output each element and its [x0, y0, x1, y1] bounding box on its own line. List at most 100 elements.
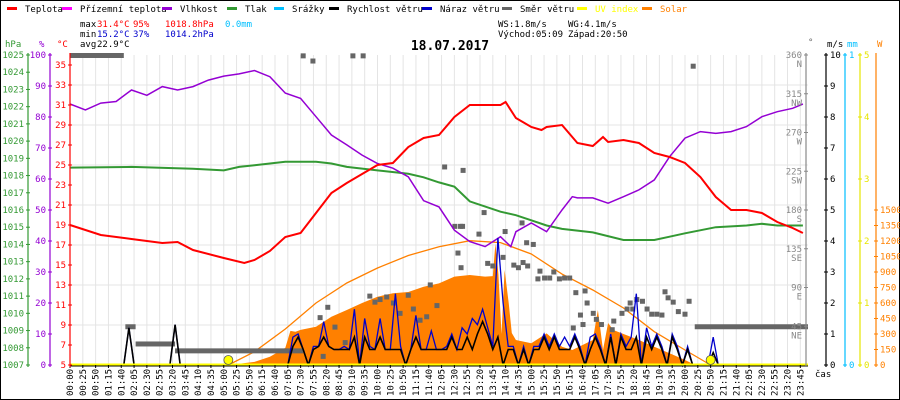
wind-tick-label: 0 [830, 361, 835, 371]
wind-direction-point [530, 241, 536, 247]
pressure-tick-label: 1016 [2, 206, 24, 216]
wind-direction-point [502, 229, 508, 235]
wind-tick-label: 3 [830, 268, 835, 278]
wind-direction-point [609, 327, 615, 333]
solar-tick-label: 450 [880, 315, 896, 325]
stat-max-humidity: 95% [133, 20, 150, 30]
uv-tick-label: 3 [864, 175, 869, 185]
pressure-tick-label: 1011 [2, 292, 24, 302]
stat-rain: 0.0mm [225, 20, 252, 30]
direction-compass-label: S [797, 215, 802, 225]
temperature-tick-label: 25 [55, 161, 66, 171]
x-tick-label: 02:55 [156, 369, 166, 396]
rain-tick-label: 1 [849, 51, 854, 61]
pressure-tick-label: 1021 [2, 120, 24, 130]
wind-direction-point [434, 303, 440, 309]
wind-direction-point [519, 220, 525, 226]
sunrise-marker-icon [223, 355, 234, 365]
direction-tick-label: 45 [791, 322, 802, 332]
wind-direction-point [670, 299, 676, 305]
wind-direction-point [424, 314, 430, 320]
humidity-tick-label: 80 [35, 113, 46, 123]
legend-label: Směr větru [520, 5, 574, 15]
x-tick-label: 01:15 [104, 369, 114, 396]
uv-tick-label: 5 [864, 51, 869, 61]
sunset-marker-icon [705, 355, 716, 365]
wind-tick-label: 8 [830, 113, 835, 123]
wind-direction-point [332, 324, 338, 330]
legend-item: Směr větru [502, 5, 574, 15]
wind-tick-label: 4 [830, 237, 835, 247]
uv-tick-label: 1 [864, 299, 869, 309]
direction-compass-label: W [797, 138, 803, 148]
wind-direction-point [570, 325, 576, 331]
x-tick-label: 18:20 [630, 369, 640, 396]
x-tick-label: 21:40 [732, 369, 742, 396]
wind-direction-point [593, 316, 599, 322]
pressure-tick-label: 1009 [2, 327, 24, 337]
wind-direction-point [350, 53, 356, 59]
wind-direction-point [682, 311, 688, 317]
direction-tick-label: 90 [791, 284, 802, 294]
temperature-tick-label: 7 [61, 341, 66, 351]
pressure-tick-label: 1023 [2, 85, 24, 95]
stat-max-temp: 31.4°C [97, 20, 130, 30]
x-tick-label: 09:10 [348, 369, 358, 396]
plot-area [69, 53, 808, 368]
wind-direction-point [367, 293, 373, 299]
wind-tick-label: 6 [830, 175, 835, 185]
x-tick-label: 11:15 [412, 369, 422, 396]
wind-direction-point [686, 298, 692, 304]
humidity-tick-label: 90 [35, 82, 46, 92]
humidity-tick-label: 100 [30, 51, 46, 61]
x-tick-label: 17:05 [591, 369, 601, 396]
x-tick-label: 05:25 [233, 369, 243, 396]
wind-direction-point [627, 300, 633, 306]
x-tick-label: 15:00 [527, 369, 537, 396]
wind-direction-point [524, 240, 530, 246]
legend-item: Náraz větru [422, 5, 500, 15]
wind-direction-point [665, 295, 671, 301]
x-tick-label: 03:20 [169, 369, 179, 396]
temperature-tick-label: 27 [55, 141, 66, 151]
temperature-tick-label: 15 [55, 261, 66, 271]
x-axis-label: čas [815, 369, 831, 380]
wind-direction-point [460, 167, 466, 173]
wind-direction-point [384, 294, 390, 300]
x-tick-label: 18:45 [643, 369, 653, 396]
wind-direction-run [175, 348, 304, 354]
x-tick-label: 20:00 [681, 369, 691, 396]
wind-direction-point [317, 315, 323, 321]
legend-swatch [329, 7, 339, 10]
rain-axis-unit: mm [847, 40, 858, 50]
solar-tick-label: 600 [880, 299, 896, 309]
direction-tick-label: 180 [786, 206, 802, 216]
direction-tick-label: 135 [786, 245, 802, 255]
direction-tick-label: 315 [786, 90, 802, 100]
wind-direction-point [515, 265, 521, 271]
temperature-tick-label: 21 [55, 201, 66, 211]
wind-direction-point [567, 275, 573, 281]
direction-tick-label: 270 [786, 129, 802, 139]
legend-item: Vlhkost [162, 5, 218, 15]
x-tick-label: 20:50 [707, 369, 717, 396]
legend-item: Přízemní teplota [62, 5, 167, 15]
wind-direction-point [630, 306, 636, 312]
wind-direction-point [372, 299, 378, 305]
x-tick-label: 13:20 [476, 369, 486, 396]
wind-direction-point [377, 297, 383, 303]
wind-direction-point [619, 310, 625, 316]
stat-min-label: min [80, 30, 96, 40]
temperature-axis-unit: °C [57, 40, 68, 50]
wind-direction-point [644, 306, 650, 312]
humidity-tick-label: 70 [35, 144, 46, 154]
wind-axis-unit: m/s [827, 40, 843, 50]
wind-tick-label: 7 [830, 144, 835, 154]
pressure-tick-label: 1022 [2, 103, 24, 113]
wind-direction-point [485, 260, 491, 266]
solar-tick-label: 1050 [880, 253, 900, 263]
x-tick-label: 00:00 [66, 369, 76, 396]
pressure-tick-label: 1010 [2, 309, 24, 319]
solar-measured-area [228, 243, 696, 365]
